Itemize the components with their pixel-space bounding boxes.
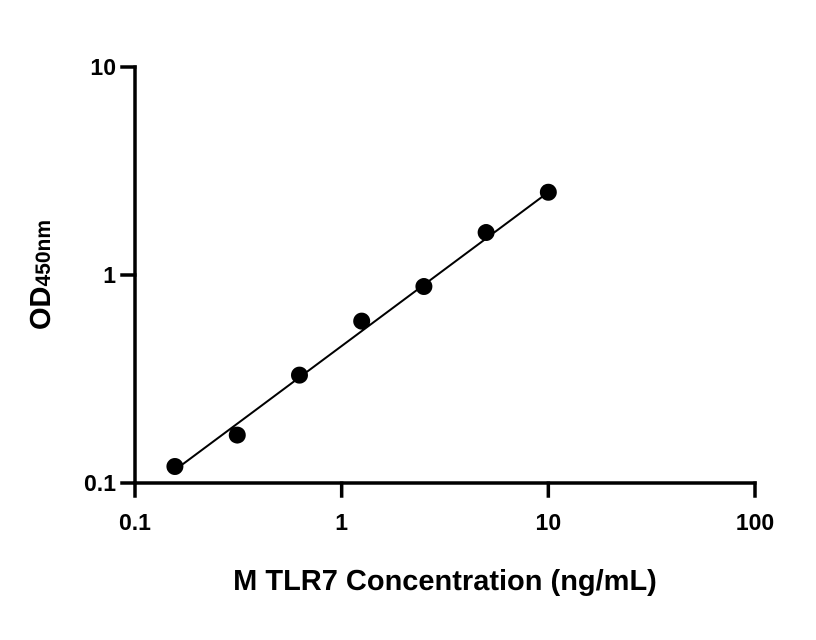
x-tick-label-2: 10 (536, 509, 562, 535)
data-point-0 (166, 458, 184, 476)
x-axis-title: M TLR7 Concentration (ng/mL) (233, 565, 657, 597)
x-tick-label-0: 0.1 (119, 509, 151, 535)
data-point-3 (353, 312, 371, 330)
data-point-4 (415, 278, 433, 296)
data-point-2 (290, 366, 308, 384)
y-axis-title: OD450nm (25, 220, 57, 330)
x-tick-label-3: 100 (736, 509, 774, 535)
data-point-1 (228, 426, 246, 444)
tick-labels: 0.1 1 10 100 0.1 1 10 (84, 54, 774, 535)
y-tick-label-1: 1 (103, 262, 116, 288)
y-tick-label-0: 0.1 (84, 470, 116, 496)
axes (120, 65, 757, 498)
data-point-5 (477, 224, 495, 242)
data-points (166, 183, 557, 476)
y-axis-title-subscript: 450nm (32, 220, 55, 287)
y-tick-label-2: 10 (90, 54, 116, 80)
y-axis-title-main: OD (25, 287, 57, 331)
data-point-6 (539, 183, 557, 201)
x-tick-label-1: 1 (335, 509, 348, 535)
